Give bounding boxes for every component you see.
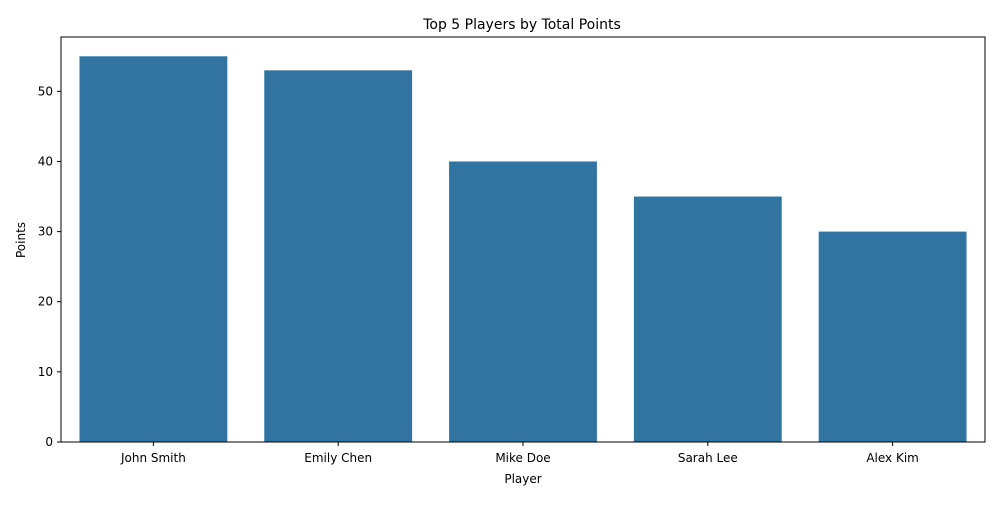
x-tick-label: Emily Chen — [304, 451, 372, 465]
y-tick-label: 40 — [38, 154, 53, 168]
y-tick-label: 50 — [38, 84, 53, 98]
bar-sarah-lee — [633, 196, 782, 442]
bar-emily-chen — [264, 70, 413, 442]
y-tick-label: 10 — [38, 365, 53, 379]
y-tick-label: 20 — [38, 295, 53, 309]
x-tick-label: John Smith — [120, 451, 186, 465]
bar-john-smith — [79, 56, 228, 442]
bar-mike-doe — [449, 161, 597, 443]
plot-frame — [60, 36, 986, 443]
y-tick-label: 0 — [45, 435, 53, 449]
x-tick-label: Alex Kim — [866, 451, 919, 465]
y-axis-label: Points — [14, 222, 28, 258]
bars-group — [79, 56, 967, 443]
x-tick-label: Mike Doe — [495, 451, 550, 465]
y-tick-label: 30 — [38, 225, 53, 239]
y-axis-ticks: 0 10 20 30 40 50 — [38, 84, 61, 449]
x-axis-ticks: John Smith Emily Chen Mike Doe Sarah Lee Ale… — [120, 442, 919, 465]
x-axis-label: Player — [504, 472, 541, 486]
bar-alex-kim — [818, 231, 967, 442]
chart-title: Top 5 Players by Total Points — [422, 17, 621, 33]
x-tick-label: Sarah Lee — [678, 451, 738, 465]
